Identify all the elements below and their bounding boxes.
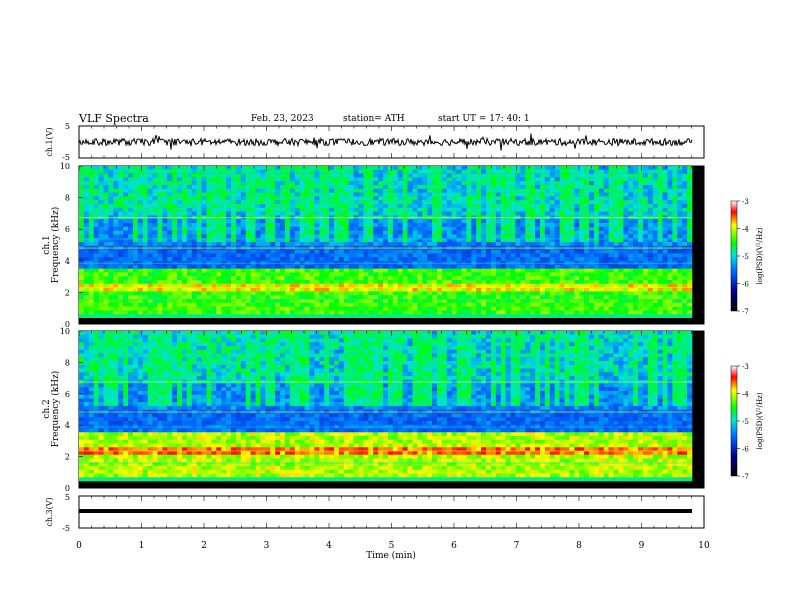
freq-tick-label: 6 xyxy=(65,225,70,234)
freq-tick-label: 6 xyxy=(65,390,70,399)
freq-tick-label: 2 xyxy=(65,288,70,297)
ch1-colorbar xyxy=(730,200,738,312)
colorbar-tick-label: -4 xyxy=(742,226,749,234)
freq-tick-label: 8 xyxy=(65,194,70,203)
ch1-ytick-label: -5 xyxy=(62,153,70,162)
x-tick-label: 6 xyxy=(451,541,457,551)
ch1-ylabel-line1: ch.1 xyxy=(42,235,52,254)
colorbar-tick-label: -5 xyxy=(742,253,749,261)
ch3-ytick-label: -5 xyxy=(62,524,70,533)
x-axis-label: Time (min) xyxy=(366,550,416,561)
ch1-ylabel: ch.1(V) xyxy=(45,127,54,156)
colorbar-tick-label: -3 xyxy=(742,363,749,371)
x-tick-label: 4 xyxy=(326,541,332,551)
x-tick-label: 2 xyxy=(201,541,207,551)
freq-tick-label: 10 xyxy=(60,327,70,336)
colorbar-tick-label: -3 xyxy=(742,198,749,206)
ch2-spectrogram-image xyxy=(79,331,704,488)
x-tick-label: 8 xyxy=(576,541,582,551)
colorbar-tick-label: -7 xyxy=(742,473,749,481)
freq-tick-label: 4 xyxy=(65,421,70,430)
ch3-ylabel: ch.3(V) xyxy=(45,497,54,526)
colorbar-tick-label: -4 xyxy=(742,391,749,399)
x-tick-label: 0 xyxy=(76,541,82,551)
chart-title: VLF Spectra xyxy=(79,112,149,125)
freq-tick-label: 0 xyxy=(65,484,70,493)
freq-tick-label: 8 xyxy=(65,358,70,367)
x-tick-label: 10 xyxy=(698,541,710,551)
freq-tick-label: 10 xyxy=(60,162,70,171)
freq-tick-label: 2 xyxy=(65,453,70,462)
x-tick-label: 9 xyxy=(639,541,645,551)
x-tick-label: 3 xyxy=(264,541,270,551)
colorbar-tick-label: -6 xyxy=(742,446,749,454)
colorbar-tick-label: -6 xyxy=(742,281,749,289)
colorbar-tick-label: -7 xyxy=(742,308,749,316)
x-tick-label: 5 xyxy=(389,541,395,551)
ch1-waveform-line xyxy=(78,133,693,151)
ch1-spectrogram-image xyxy=(79,166,704,324)
start-time-label: start UT = 17: 40: 1 xyxy=(438,114,530,124)
ch2-ylabel-line2: Frequency (kHz) xyxy=(50,371,61,448)
ch1-colorbar-label: log(PSD)(V²/Hz) xyxy=(756,227,764,284)
ch1-ylabel-line2: Frequency (kHz) xyxy=(50,207,61,284)
date-label: Feb. 23, 2023 xyxy=(251,114,314,124)
ch2-ylabel-line1: ch.2 xyxy=(42,399,52,418)
freq-tick-label: 4 xyxy=(65,257,70,266)
ch3-ytick-label: 5 xyxy=(65,493,70,502)
ch2-colorbar xyxy=(730,365,738,477)
colorbar-tick-label: -5 xyxy=(742,418,749,426)
x-tick-label: 7 xyxy=(514,541,520,551)
ch2-colorbar-label: log(PSD)(V²/Hz) xyxy=(756,392,764,449)
x-tick-label: 1 xyxy=(139,541,145,551)
ch1-ytick-label: 5 xyxy=(65,122,70,131)
station-label: station= ATH xyxy=(343,114,405,124)
axis-ticks xyxy=(78,126,705,528)
freq-tick-label: 0 xyxy=(65,320,70,329)
